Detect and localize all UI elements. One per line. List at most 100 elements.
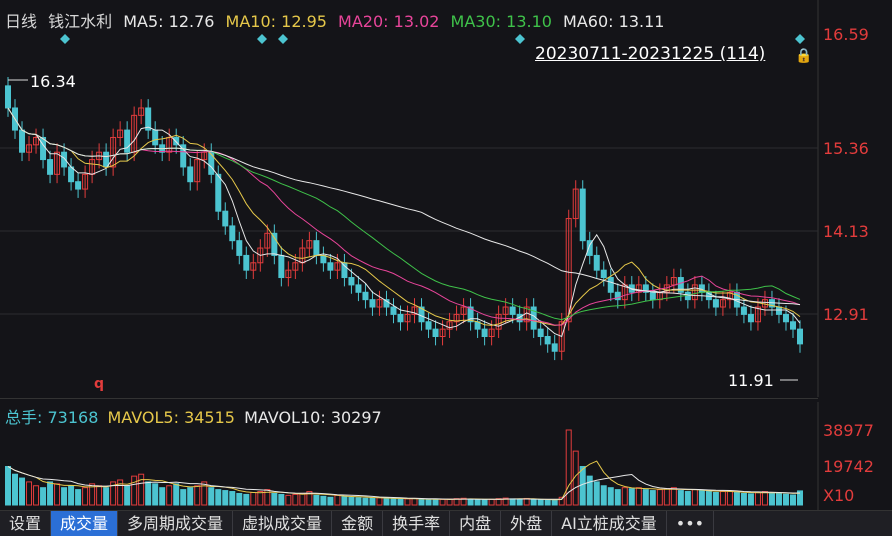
candle-body <box>719 299 726 308</box>
volume-bar <box>607 487 614 506</box>
volume-bar <box>397 498 404 506</box>
volume-bar <box>383 497 390 506</box>
candle-body <box>446 321 453 330</box>
volume-bar <box>488 498 495 506</box>
volume-bar <box>747 493 754 506</box>
candle-body <box>138 107 145 116</box>
candle-body <box>362 291 369 301</box>
volume-bar <box>173 483 180 506</box>
candle-body <box>544 336 551 345</box>
candle-body <box>250 262 257 271</box>
volume-bar <box>544 499 551 506</box>
volume-bar <box>754 491 761 506</box>
candle-body <box>572 188 579 220</box>
tab-volume[interactable]: 成交量 <box>51 511 119 536</box>
tab-turnover[interactable]: 换手率 <box>383 511 451 536</box>
volume-bar <box>285 494 292 506</box>
candle-body <box>691 284 698 301</box>
mavol5-line <box>7 460 801 501</box>
price-tick-3: 14.13 <box>823 222 869 241</box>
candles-group <box>5 77 803 361</box>
volume-bar <box>187 487 194 506</box>
date-range[interactable]: 20230711-20231225 (114) <box>535 44 766 64</box>
candle-body <box>61 151 68 168</box>
ma60-legend: MA60: 13.11 <box>563 12 665 31</box>
volume-bar <box>103 487 110 506</box>
volume-bar <box>117 479 124 506</box>
ma20-legend: MA20: 13.02 <box>338 12 440 31</box>
volume-bar <box>797 490 803 506</box>
candle-body <box>320 254 327 264</box>
candle-body <box>306 240 313 249</box>
lock-icon[interactable]: 🔒 <box>795 48 813 64</box>
volume-bar <box>61 487 68 506</box>
volume-tick-unit: X10 <box>823 486 855 505</box>
candle-body <box>600 269 607 279</box>
volume-bar <box>712 491 719 506</box>
tab-inner-volume[interactable]: 内盘 <box>450 511 502 536</box>
volume-bar <box>586 475 593 506</box>
candle-body <box>103 151 110 168</box>
volume-bar <box>362 497 369 506</box>
volume-bar <box>635 487 642 506</box>
candle-body <box>19 129 26 153</box>
volume-bar <box>530 499 537 506</box>
volume-bar <box>698 490 705 506</box>
q-marker[interactable]: q <box>94 376 105 392</box>
volume-bar <box>145 481 152 506</box>
volume-bar <box>418 498 425 506</box>
candle-body <box>558 321 565 352</box>
volume-bar <box>502 497 509 506</box>
volume-bar <box>26 481 33 506</box>
tab-virtual-volume[interactable]: 虚拟成交量 <box>233 511 333 536</box>
candle-body <box>229 225 236 242</box>
volume-bar <box>558 496 565 506</box>
tab-amount[interactable]: 金额 <box>332 511 384 536</box>
candle-body <box>481 328 488 338</box>
volume-bar <box>96 485 103 506</box>
volume-bar <box>684 491 691 506</box>
volume-bar <box>215 489 222 506</box>
tab-more[interactable]: ••• <box>667 511 715 536</box>
candle-body <box>341 262 348 279</box>
tab-settings[interactable]: 设置 <box>0 511 52 536</box>
candle-body <box>460 306 467 315</box>
candle-body <box>82 173 89 190</box>
volume-bar <box>194 485 201 506</box>
volume-bar <box>670 487 677 506</box>
tab-outer-volume[interactable]: 外盘 <box>501 511 553 536</box>
volume-bar <box>551 499 558 506</box>
volume-bar <box>320 495 327 506</box>
tab-multi-period-volume[interactable]: 多周期成交量 <box>118 511 234 536</box>
volume-bar <box>572 450 579 506</box>
candle-body <box>264 232 271 249</box>
candle-body <box>369 299 376 308</box>
low-price-label: 11.91 <box>728 371 774 390</box>
volume-bar <box>656 489 663 506</box>
period-label[interactable]: 日线 <box>5 12 38 31</box>
volume-bar <box>159 487 166 506</box>
volume-bar <box>663 488 670 506</box>
candle-body <box>502 306 509 315</box>
candle-body <box>47 159 54 175</box>
candle-body <box>607 277 614 293</box>
volume-ma-lines-group <box>7 460 801 501</box>
tab-ai-volume[interactable]: AI立桩成交量 <box>552 511 667 536</box>
volume-bar <box>768 492 775 506</box>
volume-bar <box>481 499 488 506</box>
mavol10-line <box>7 466 800 500</box>
candle-body <box>376 299 383 308</box>
volume-bar <box>236 492 243 506</box>
candle-body <box>789 321 796 330</box>
volume-bar <box>565 429 572 506</box>
volume-bar <box>264 489 271 506</box>
volume-bar <box>411 497 418 506</box>
price-legend: 日线 钱江水利 MA5: 12.76 MA10: 12.95 MA20: 13.… <box>5 8 670 32</box>
volume-bar <box>250 491 257 506</box>
candle-body <box>180 144 187 168</box>
volume-bar <box>138 473 145 506</box>
volume-bar <box>33 485 40 506</box>
candle-body <box>488 328 495 338</box>
candle-body <box>782 313 789 323</box>
event-markers-group <box>60 34 805 44</box>
